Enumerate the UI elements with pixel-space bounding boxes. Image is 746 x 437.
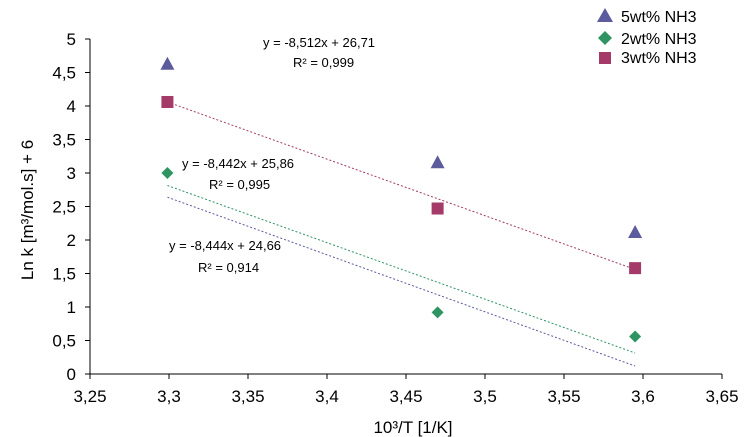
x-tick-label: 3,25 xyxy=(73,387,106,406)
x-tick-label: 3,6 xyxy=(631,387,655,406)
equation-2wt: y = -8,444x + 24,66 xyxy=(169,238,281,253)
x-tick-label: 3,55 xyxy=(547,387,580,406)
data-point-triangle xyxy=(160,56,175,70)
y-tick-label: 1 xyxy=(67,298,76,317)
y-tick-label: 0,5 xyxy=(52,332,76,351)
r2-2wt: R² = 0,914 xyxy=(198,260,259,275)
y-tick-label: 4 xyxy=(67,97,76,116)
data-point-square xyxy=(431,202,444,215)
data-point-diamond xyxy=(161,167,174,179)
data-point-triangle xyxy=(430,155,445,169)
y-tick-label: 2,5 xyxy=(52,198,76,217)
x-tick-label: 3,35 xyxy=(231,387,264,406)
data-point-diamond xyxy=(431,306,444,319)
legend: 5wt% NH3 2wt% NH3 3wt% NH3 xyxy=(597,8,697,67)
y-tick-label: 0 xyxy=(67,365,76,384)
data-point-square xyxy=(161,95,174,108)
r2-3wt: R² = 0,995 xyxy=(209,177,270,192)
legend-item-2wt: 2wt% NH3 xyxy=(598,31,697,48)
x-axis-title: 10³/T [1/K] xyxy=(373,418,452,437)
x-tick-label: 3,5 xyxy=(473,387,497,406)
trendline-series-1 xyxy=(167,185,636,354)
y-tick-label: 2 xyxy=(67,231,76,250)
data-markers xyxy=(160,56,643,343)
y-tick-label: 3,5 xyxy=(52,131,76,150)
x-tick-label: 3,4 xyxy=(315,387,339,406)
y-tick-label: 4,5 xyxy=(52,64,76,83)
y-tick-label: 3 xyxy=(67,164,76,183)
trendlines xyxy=(167,101,636,367)
trendline-series-0 xyxy=(167,196,636,367)
legend-diamond-icon xyxy=(598,31,612,45)
equation-3wt: y = -8,442x + 25,86 xyxy=(182,156,294,171)
x-tick-label: 3,65 xyxy=(705,387,738,406)
legend-label-5wt: 5wt% NH3 xyxy=(621,9,697,26)
y-tick-label: 1,5 xyxy=(52,265,76,284)
legend-label-3wt: 3wt% NH3 xyxy=(621,50,697,67)
legend-item-3wt: 3wt% NH3 xyxy=(599,50,697,67)
equation-5wt: y = -8,512x + 26,71 xyxy=(263,35,375,50)
data-point-square xyxy=(629,262,642,275)
r2-5wt: R² = 0,999 xyxy=(293,55,354,70)
y-axis-title: Ln k [m³/mol.s] + 6 xyxy=(18,140,37,280)
x-tick-label: 3,45 xyxy=(389,387,422,406)
data-point-triangle xyxy=(628,224,643,238)
x-tick-label: 3,3 xyxy=(157,387,181,406)
legend-item-5wt: 5wt% NH3 xyxy=(597,8,697,26)
legend-square-icon xyxy=(599,52,611,64)
axes: 0 0,5 1 1,5 2 2,5 3 3,5 4 4,5 5 3,25 3,3 3,35 3,4 3,45 3… xyxy=(52,30,738,406)
data-point-diamond xyxy=(629,330,642,343)
y-tick-label: 5 xyxy=(67,30,76,49)
legend-triangle-icon xyxy=(597,8,613,22)
legend-label-2wt: 2wt% NH3 xyxy=(621,31,697,48)
trendline-series-2 xyxy=(167,101,636,270)
